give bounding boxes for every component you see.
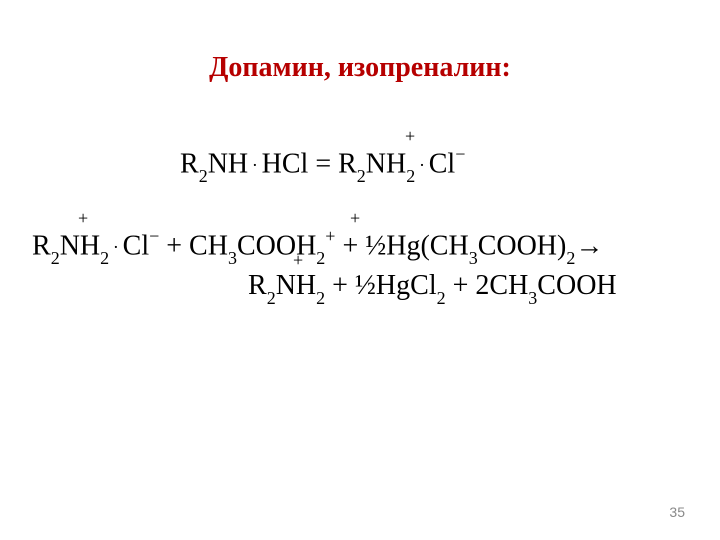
plus-charge-mark: +: [350, 208, 360, 229]
page-number: 35: [669, 504, 685, 520]
plus-charge-mark: +: [405, 126, 415, 147]
equation-1: R2NH . HCl = R2NH2 . Cl−: [180, 146, 465, 184]
plus-charge-mark: +: [78, 208, 88, 229]
plus-charge-mark: +: [293, 250, 303, 271]
equation-3: R2NH2 + ½HgCl2 + 2CH3COOH: [248, 270, 617, 306]
slide: Допамин, изопреналин: R2NH . HCl = R2NH2…: [0, 0, 720, 540]
equation-2: R2NH2 . Cl− + CH3COOH2+ + ½Hg(CH3COOH)2→: [32, 228, 603, 266]
slide-title: Допамин, изопреналин:: [0, 52, 720, 84]
